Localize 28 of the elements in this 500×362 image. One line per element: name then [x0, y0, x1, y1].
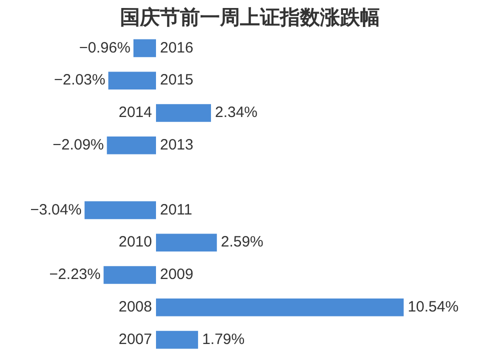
- bar: [156, 234, 217, 252]
- bar: [156, 104, 211, 122]
- bar: [106, 136, 156, 154]
- data-label: 2.34%: [214, 104, 258, 122]
- chart-title: 国庆节前一周上证指数涨跌幅: [119, 4, 381, 31]
- y-tick-label: 2009: [160, 266, 194, 284]
- data-label: −3.04%: [30, 201, 82, 218]
- data-label: −2.03%: [54, 72, 106, 89]
- data-label: −0.96%: [79, 39, 130, 56]
- y-tick-label: 2011: [160, 201, 192, 218]
- y-tick-label: 2016: [160, 39, 194, 56]
- data-label: 10.54%: [408, 298, 459, 316]
- bar: [156, 298, 404, 316]
- data-label: −2.23%: [49, 266, 101, 284]
- bar: [104, 266, 156, 284]
- data-label: 2.59%: [220, 234, 264, 251]
- bar: [133, 39, 156, 58]
- bar: [84, 201, 156, 220]
- y-tick-label: 2007: [118, 330, 152, 348]
- data-label: 1.79%: [202, 330, 245, 348]
- y-tick-label: 2008: [118, 298, 152, 316]
- bar: [108, 72, 156, 90]
- y-tick-label: 2015: [160, 72, 194, 89]
- data-label: −2.09%: [52, 136, 104, 154]
- y-tick-label: 2013: [160, 136, 194, 154]
- bar: [156, 330, 198, 349]
- y-tick-label: 2010: [118, 234, 152, 251]
- y-tick-label: 2014: [118, 104, 152, 122]
